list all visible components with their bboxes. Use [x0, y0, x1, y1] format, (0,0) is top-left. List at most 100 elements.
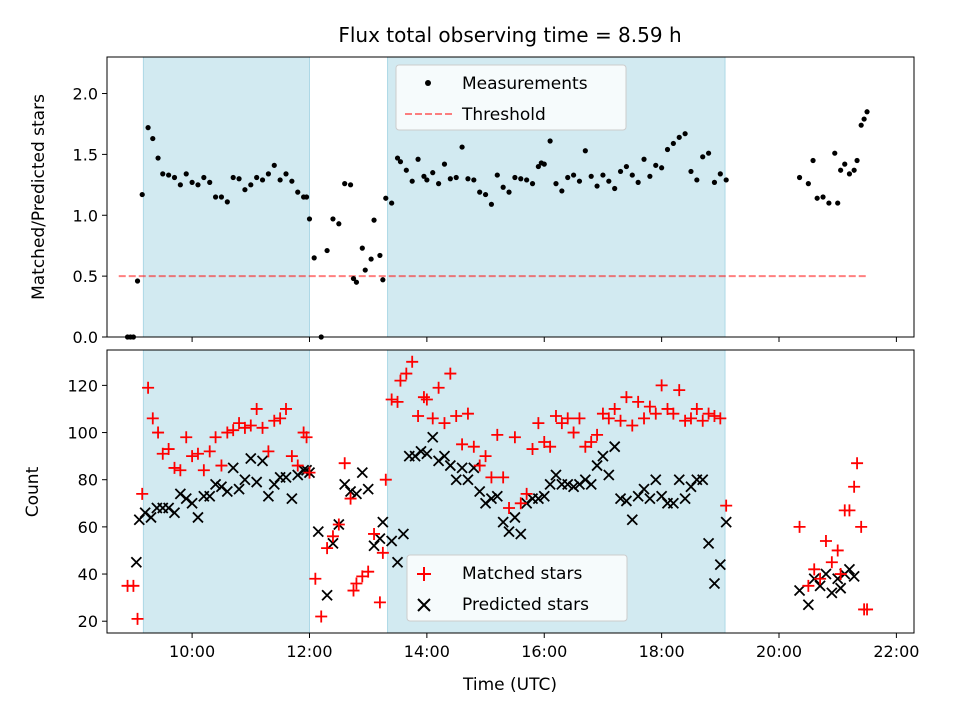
- measurement-point: [155, 155, 161, 161]
- predicted-star-point: [708, 577, 721, 590]
- ratio-panel-ytick-label: 1.5: [73, 145, 98, 164]
- matched-star-point: [180, 431, 193, 444]
- matched-star-point: [238, 421, 251, 434]
- predicted-star-point: [544, 478, 556, 491]
- predicted-star-point: [468, 462, 480, 474]
- measurement-point: [353, 279, 360, 285]
- measurement-point: [303, 194, 310, 200]
- matched-star-point: [394, 374, 407, 387]
- measurement-point: [350, 275, 357, 282]
- predicted-star-point: [415, 445, 427, 458]
- matched-star-point: [614, 414, 627, 427]
- measurement-point: [471, 177, 477, 183]
- measurement-point: [389, 200, 395, 206]
- matched-star-point: [461, 407, 474, 420]
- matched-star-point: [696, 414, 709, 427]
- matched-star-point: [649, 407, 662, 420]
- predicted-star-point: [550, 469, 562, 481]
- measurement-point: [594, 183, 600, 189]
- measurement-point: [676, 134, 682, 140]
- count-panel-xtick-label: 12:00: [286, 642, 332, 661]
- count-panel-ytick-label: 60: [78, 518, 98, 537]
- matched-star-point: [368, 527, 381, 540]
- predicted-star-point: [262, 490, 275, 502]
- matched-star-point: [720, 499, 733, 512]
- predicted-star-point: [438, 450, 451, 462]
- measurement-point: [700, 154, 706, 160]
- measurement-point: [600, 172, 606, 178]
- predicted-star-point: [227, 462, 239, 474]
- matched-star-point: [843, 504, 856, 517]
- measurement-point: [139, 191, 145, 198]
- predicted-star-point: [720, 516, 732, 528]
- count-panel-xtick-label: 10:00: [169, 642, 215, 661]
- measurement-point: [588, 173, 594, 179]
- matched-star-point: [347, 584, 360, 597]
- count-panel-ytick-label: 100: [67, 424, 98, 443]
- matched-star-point: [244, 419, 257, 432]
- measurement-point: [236, 176, 242, 182]
- matched-star-point: [819, 535, 832, 548]
- matched-star-point: [168, 461, 181, 474]
- measurement-point: [177, 182, 183, 188]
- predicted-star-point: [532, 492, 545, 505]
- count-plot-frame: [106, 349, 915, 634]
- measurement-point: [854, 157, 860, 164]
- measurement-point: [582, 148, 588, 154]
- measurement-point: [212, 194, 219, 200]
- measurement-point: [858, 122, 864, 128]
- measurement-point: [441, 161, 448, 167]
- predicted-star-point: [802, 599, 814, 611]
- matched-star-point: [808, 563, 821, 576]
- matched-star-point: [626, 419, 639, 432]
- measurement-point: [311, 255, 317, 261]
- measurement-point: [796, 174, 803, 181]
- ratio-panel-ytick-label: 0.0: [73, 328, 98, 347]
- ratio-legend: Measurements Threshold: [395, 64, 627, 131]
- predicted-star-point: [714, 558, 726, 571]
- measurement-point: [359, 245, 365, 251]
- count-xlabel: Time (UTC): [462, 675, 557, 695]
- matched-star-point: [508, 431, 521, 444]
- matched-star-point: [638, 412, 651, 425]
- ratio-panel-ytick-label: 1.0: [73, 206, 98, 225]
- measurement-point: [453, 174, 459, 181]
- matched-star-point: [585, 435, 598, 448]
- matched-star-point: [608, 402, 621, 415]
- matched-star-point: [432, 381, 445, 394]
- measurement-point: [254, 174, 260, 181]
- matched-star-point: [406, 355, 419, 368]
- predicted-star-point: [286, 492, 298, 505]
- matched-star-point: [655, 379, 668, 392]
- chart-title: Flux total observing time = 8.59 h: [338, 23, 681, 47]
- matched-star-point: [142, 381, 155, 394]
- matched-star-point: [376, 546, 389, 559]
- matched-star-point: [561, 412, 574, 425]
- measurement-point: [711, 179, 718, 185]
- matched-star-point: [127, 579, 140, 592]
- predicted-star-point: [209, 478, 222, 491]
- measurement-point: [447, 176, 453, 182]
- matched-star-point: [420, 393, 433, 406]
- measurement-point: [541, 161, 547, 167]
- measurement-point: [659, 165, 665, 171]
- matched-star-point: [450, 410, 463, 423]
- ratio-plot-frame: [106, 56, 915, 338]
- measurement-point: [838, 167, 844, 173]
- matched-star-point: [831, 544, 844, 557]
- matched-star-point: [332, 518, 345, 531]
- matched-star-point: [485, 471, 498, 484]
- matched-star-point: [834, 568, 847, 581]
- predicted-star-point: [597, 450, 609, 462]
- measurement-point: [394, 155, 401, 161]
- predicted-star-point: [444, 459, 456, 472]
- matched-star-point: [362, 565, 375, 578]
- matched-star-point: [303, 466, 316, 479]
- predicted-star-point: [192, 511, 204, 524]
- measurement-point: [409, 178, 415, 184]
- matched-star-point: [256, 421, 269, 434]
- matched-star-point: [684, 412, 697, 425]
- count-legend: Matched stars Predicted stars: [406, 554, 628, 622]
- measurement-point: [547, 138, 553, 144]
